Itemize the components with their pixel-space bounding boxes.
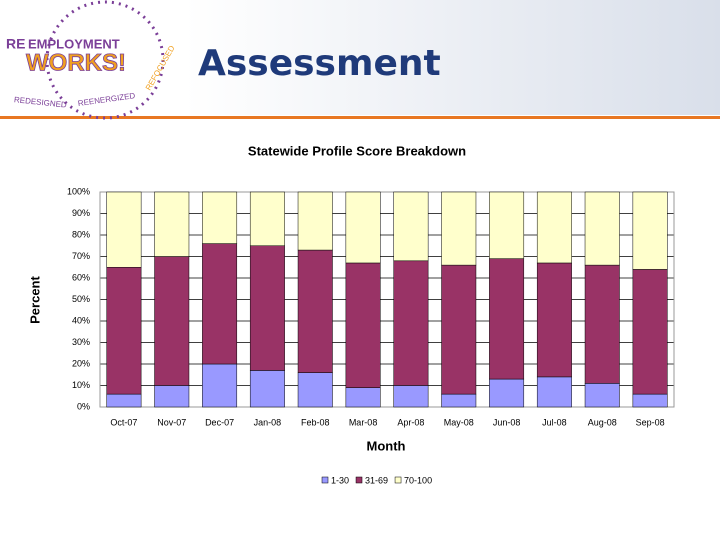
bar-segment xyxy=(584,191,620,266)
bar-segment xyxy=(632,191,668,270)
legend-label: 70-100 xyxy=(404,475,432,485)
chart-title: Statewide Profile Score Breakdown xyxy=(248,143,466,158)
slide-title: Assessment xyxy=(198,43,441,84)
bar-segment xyxy=(345,191,381,264)
logo-ring xyxy=(45,0,165,120)
bar-segment xyxy=(249,191,285,246)
x-axis-label: Month xyxy=(367,438,406,453)
y-tick-label: 80% xyxy=(72,229,90,239)
y-tick-label: 30% xyxy=(72,337,90,347)
y-tick-label: 40% xyxy=(72,315,90,325)
bar-segment xyxy=(393,260,429,386)
bar-segment xyxy=(106,267,142,395)
x-tick-label: Apr-08 xyxy=(397,417,424,427)
y-tick-label: 60% xyxy=(72,272,90,282)
y-tick-label: 20% xyxy=(72,358,90,368)
legend-swatch xyxy=(355,476,363,484)
y-tick-label: 70% xyxy=(72,251,90,261)
y-axis-label: Percent xyxy=(27,275,42,323)
bar-segment xyxy=(393,191,429,262)
y-tick-label: 0% xyxy=(77,401,90,411)
x-tick-label: Jul-08 xyxy=(542,417,567,427)
bar-segment xyxy=(584,383,620,408)
x-tick-label: Jan-08 xyxy=(254,417,282,427)
x-tick-label: Mar-08 xyxy=(349,417,378,427)
bar-segment xyxy=(154,256,190,386)
bar-segment xyxy=(441,264,477,395)
bar-segment xyxy=(297,191,333,251)
bar-segment xyxy=(345,262,381,388)
bar-segment xyxy=(106,191,142,268)
plot-frame xyxy=(99,191,675,408)
x-tick-label: Sep-08 xyxy=(636,417,665,427)
x-tick-label: Dec-07 xyxy=(205,417,234,427)
bar-segment xyxy=(393,385,429,408)
x-tick-label: Nov-07 xyxy=(157,417,186,427)
header-rule xyxy=(0,116,720,119)
bar-segment xyxy=(536,262,572,378)
bar-segment xyxy=(441,191,477,266)
logo-line2: WORKS! xyxy=(26,49,126,76)
bar-segment xyxy=(489,191,525,259)
x-tick-label: Aug-08 xyxy=(588,417,617,427)
bar-segment xyxy=(489,258,525,380)
logo-line1: EMPLOYMENT xyxy=(28,36,120,51)
y-tick-label: 100% xyxy=(67,186,90,196)
bar-segment xyxy=(154,385,190,408)
bar-segment xyxy=(202,191,238,244)
bar-segment xyxy=(249,370,285,408)
legend-swatch xyxy=(321,476,329,484)
legend-label: 1-30 xyxy=(331,475,349,485)
logo-prefix: RE xyxy=(6,36,25,52)
bar-segment xyxy=(441,393,477,408)
y-tick-label: 50% xyxy=(72,294,90,304)
bar-segment xyxy=(154,191,190,257)
bar-segment xyxy=(632,393,668,408)
bar-segment xyxy=(536,376,572,408)
x-tick-label: Feb-08 xyxy=(301,417,330,427)
bar-segment xyxy=(106,393,142,408)
bar-segment xyxy=(297,249,333,373)
header-band xyxy=(185,0,720,115)
legend-label: 31-69 xyxy=(365,475,388,485)
x-tick-label: Jun-08 xyxy=(493,417,521,427)
bar-segment xyxy=(584,264,620,384)
bar-segment xyxy=(202,243,238,365)
bar-segment xyxy=(202,363,238,408)
bar-segment xyxy=(489,378,525,408)
y-tick-label: 10% xyxy=(72,380,90,390)
x-tick-label: May-08 xyxy=(444,417,474,427)
bar-segment xyxy=(297,372,333,408)
bar-segment xyxy=(249,245,285,371)
bar-segment xyxy=(632,269,668,395)
legend-swatch xyxy=(394,476,402,484)
bar-segment xyxy=(345,387,381,408)
bar-segment xyxy=(536,191,572,264)
x-tick-label: Oct-07 xyxy=(110,417,137,427)
y-tick-label: 90% xyxy=(72,208,90,218)
